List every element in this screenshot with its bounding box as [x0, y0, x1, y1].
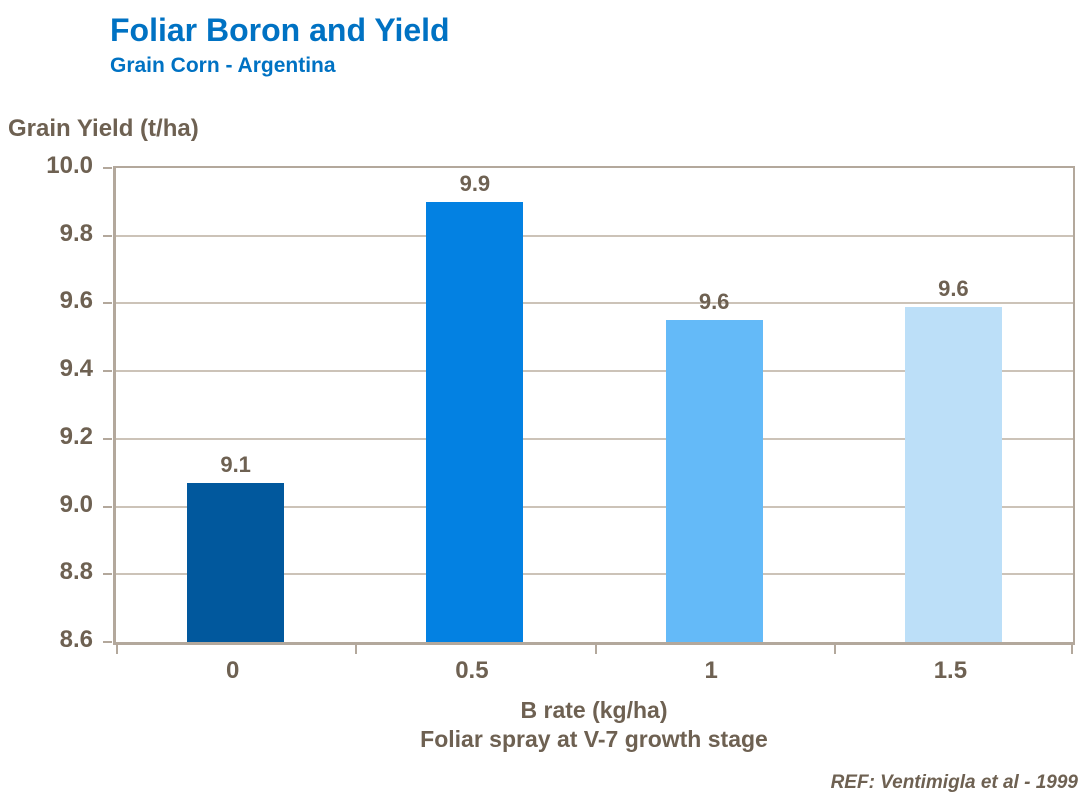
x-tick-label: 0.5 — [455, 657, 489, 684]
x-axis-title: B rate (kg/ha) — [520, 697, 668, 723]
chart-title: Foliar Boron and Yield — [110, 12, 450, 48]
gridline — [116, 234, 1073, 237]
x-axis-tick-labels: 0 0.5 1 1.5 — [113, 657, 1075, 687]
y-tick-mark — [103, 437, 112, 440]
chart-subtitle: Grain Corn - Argentina — [110, 54, 336, 77]
bar-value-label: 9.9 — [459, 170, 491, 196]
y-axis-tick-labels: 10.0 9.8 9.6 9.4 9.2 9.0 8.8 8.6 — [0, 152, 103, 653]
y-tick-label: 9.0 — [59, 490, 93, 518]
y-tick-mark — [103, 234, 112, 237]
x-tick-mark — [594, 642, 597, 654]
x-tick-label: 1.5 — [933, 657, 968, 684]
gridline — [116, 573, 1073, 576]
gridline — [116, 302, 1073, 305]
bar — [665, 320, 763, 642]
x-tick-mark — [116, 642, 118, 654]
x-tick-mark — [355, 642, 358, 654]
y-tick-label: 8.8 — [59, 558, 93, 586]
y-axis-title: Grain Yield (t/ha) — [8, 115, 199, 142]
y-tick-label: 9.6 — [59, 287, 93, 315]
bar — [187, 482, 285, 642]
y-tick-mark — [103, 302, 112, 305]
gridline — [116, 370, 1073, 373]
plot-area: 9.1 9.9 9.6 9.6 — [103, 166, 1075, 654]
x-tick-label: 1 — [704, 657, 718, 684]
bar-value-label: 9.1 — [220, 451, 251, 477]
y-tick-mark — [103, 641, 112, 643]
bar — [426, 201, 524, 642]
gridline — [116, 437, 1073, 440]
y-tick-label: 8.6 — [59, 626, 93, 653]
y-tick-label: 9.4 — [59, 355, 93, 383]
y-tick-mark — [103, 167, 112, 169]
gridline — [116, 505, 1073, 508]
y-tick-mark — [103, 573, 112, 576]
x-tick-label: 0 — [225, 657, 240, 684]
y-tick-label: 10.0 — [46, 152, 93, 179]
y-tick-mark — [103, 505, 112, 508]
bar — [904, 306, 1002, 642]
y-tick-label: 9.8 — [59, 219, 93, 247]
bar-value-label: 9.6 — [938, 275, 969, 301]
x-tick-mark — [1071, 642, 1073, 654]
y-tick-mark — [103, 370, 112, 373]
x-tick-mark — [833, 642, 836, 654]
y-tick-label: 9.2 — [59, 422, 93, 450]
x-axis-subtitle: Foliar spray at V-7 growth stage — [420, 726, 768, 752]
bar-value-label: 9.6 — [698, 289, 730, 315]
reference-note: REF: Ventimigla et al - 1999 — [830, 772, 1078, 793]
